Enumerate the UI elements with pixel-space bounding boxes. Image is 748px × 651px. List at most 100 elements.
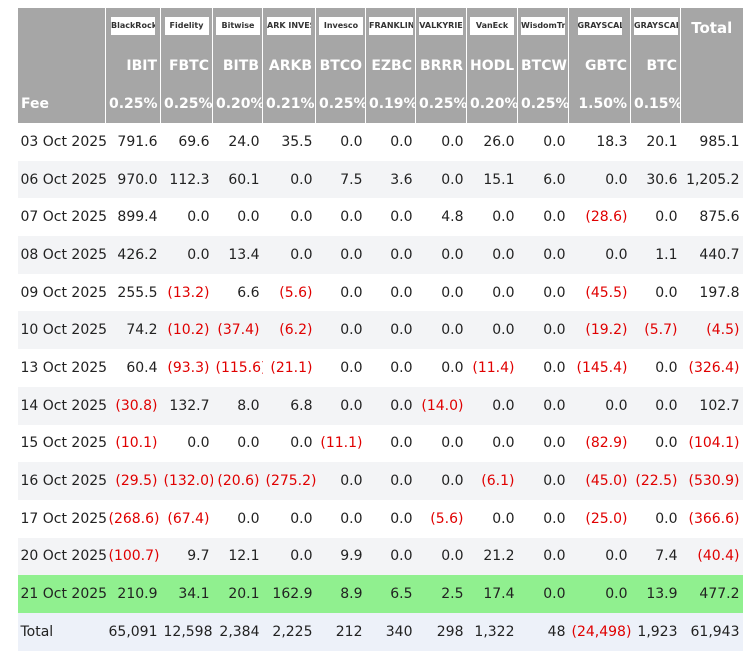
flow-cell: (5.7) (630, 311, 681, 350)
row-label: 10 Oct 2025 (17, 311, 106, 350)
flow-cell: 0.0 (187, 435, 210, 452)
logo-cell: Invesco (315, 8, 366, 47)
flow-cell: 0.0 (237, 510, 260, 527)
flow-cell: 20.1 (646, 133, 678, 150)
logo-cell: GRAYSCALE (630, 8, 681, 47)
fee: 0.25% (315, 85, 366, 123)
flow-cell: 0.0 (390, 284, 413, 301)
flow-cell: 34.1 (160, 575, 213, 613)
flow-cell: (82.9) (585, 435, 628, 452)
flow-cell: 791.6 (117, 133, 158, 150)
flow-cell: 0.0 (492, 284, 515, 301)
flow-cell: (145.4) (576, 359, 628, 376)
table-row: 15 Oct 2025 (10.1) 0.0 0.0 0.0 (11.1) 0.0 0.0 0.… (18, 425, 743, 463)
logo-cell: GRAYSCALE (568, 8, 631, 47)
flow-cell: (67.4) (167, 510, 210, 527)
fund-logo: VanEck (470, 16, 514, 35)
flow-cell: 0.0 (568, 575, 631, 613)
fund-logo: ARK INVEST (267, 16, 311, 35)
flow-cell: 0.0 (262, 537, 316, 576)
flow-cell: 1,205.2 (680, 160, 743, 199)
flow-cell: (45.5) (585, 284, 628, 301)
flow-cell: (40.4) (680, 537, 743, 576)
flow-cell: 0.0 (390, 209, 413, 226)
flow-cell: 0.0 (441, 133, 464, 150)
flow-cell: 18.3 (596, 133, 628, 150)
ticker: IBIT (105, 47, 161, 85)
table-row: Total 65,091 12,598 2,384 2,225 212 340 298 1,32… (17, 612, 743, 651)
fee-row: Fee 0.25% 0.25% 0.20% 0.21% 0.25% 0.19% 0.25% 0.… (17, 85, 743, 123)
fee: 0.19% (365, 85, 416, 123)
flow-cell: (132.0) (160, 462, 213, 500)
flow-cell: 6.6 (237, 284, 260, 301)
row-label: 16 Oct 2025 (17, 462, 106, 500)
flow-cell: 69.6 (178, 133, 210, 150)
fund-logo: GRAYSCALE (577, 16, 622, 35)
flow-cell: (19.2) (568, 311, 631, 350)
ticker: BTCO (315, 47, 366, 85)
logo-cell: VALKYRIE (415, 8, 467, 47)
logo-cell: FRANKLIN TEMPLETON (365, 8, 416, 47)
flow-cell: (366.6) (688, 510, 740, 527)
flow-cell: 0.0 (340, 133, 363, 150)
row-label: 07 Oct 2025 (20, 209, 106, 226)
flow-cell: 0.0 (237, 435, 260, 452)
row-label: 21 Oct 2025 (17, 575, 106, 613)
flow-cell: 212 (315, 612, 366, 651)
flow-cell: 0.0 (543, 284, 566, 301)
flow-cell: 7.5 (315, 160, 366, 199)
flow-cell: 1,322 (466, 612, 518, 651)
flow-cell: 0.0 (262, 160, 316, 199)
flow-cell: 8.9 (315, 575, 366, 613)
flow-cell: 2.5 (415, 575, 467, 613)
table-header: BlackRock Fidelity Bitwise ARK INVEST Invesc… (17, 8, 743, 123)
fee: 0.15% (630, 85, 681, 123)
flow-cell: 74.2 (105, 311, 161, 350)
flow-cell: 298 (415, 612, 467, 651)
flow-cell: 7.4 (630, 537, 681, 576)
flow-cell: 340 (365, 612, 416, 651)
flow-cell: (25.0) (585, 510, 628, 527)
flow-cell: 197.8 (699, 284, 740, 301)
flow-cell: 0.0 (415, 160, 467, 199)
table-row: 03 Oct 2025 791.6 69.6 24.0 35.5 0.0 0.0 0.0 26.… (18, 123, 743, 161)
flow-cell: 6.5 (365, 575, 416, 613)
flow-cell: 899.4 (117, 209, 158, 226)
flow-cell: 15.1 (466, 160, 518, 199)
flow-cell: (29.5) (105, 462, 161, 500)
flow-cell: 61,943 (680, 612, 743, 651)
flow-cell: (28.6) (585, 209, 628, 226)
flow-cell: 875.6 (699, 209, 740, 226)
logo-cell: ARK INVEST (262, 8, 316, 47)
flow-cell: 0.0 (517, 236, 569, 274)
flow-cell: 0.0 (365, 462, 416, 500)
flow-cell: 0.0 (492, 209, 515, 226)
table-row: 17 Oct 2025 (268.6) (67.4) 0.0 0.0 0.0 0.0 (5.6… (18, 500, 743, 538)
flow-cell: 9.9 (315, 537, 366, 576)
flow-cell: 0.0 (187, 209, 210, 226)
flow-cell: 477.2 (680, 575, 743, 613)
flow-cell: 0.0 (390, 435, 413, 452)
flow-cell: (6.1) (466, 462, 518, 500)
flow-cell: 13.4 (212, 236, 263, 274)
flow-cell: 970.0 (105, 160, 161, 199)
ticker: ARKB (262, 47, 316, 85)
ticker: BTC (630, 47, 681, 85)
flow-cell: 6.8 (262, 386, 316, 425)
table-row: 21 Oct 2025 210.9 34.1 20.1 162.9 8.9 6.5 2.5 17… (17, 575, 743, 613)
flow-cell: 0.0 (466, 386, 518, 425)
flow-cell: 0.0 (262, 236, 316, 274)
row-label: 09 Oct 2025 (20, 284, 106, 301)
flow-cell: (530.9) (680, 462, 743, 500)
flow-cell: (100.7) (105, 537, 161, 576)
flow-cell: (24,498) (568, 612, 631, 651)
flow-cell: 13.9 (630, 575, 681, 613)
logo-row: BlackRock Fidelity Bitwise ARK INVEST Invesc… (17, 8, 743, 47)
flow-cell: 0.0 (390, 133, 413, 150)
flow-cell: 12.1 (212, 537, 263, 576)
flow-cell: (14.0) (415, 386, 467, 425)
flow-cell: 0.0 (340, 209, 363, 226)
flow-cell: (11.1) (320, 435, 363, 452)
flow-cell: 210.9 (105, 575, 161, 613)
